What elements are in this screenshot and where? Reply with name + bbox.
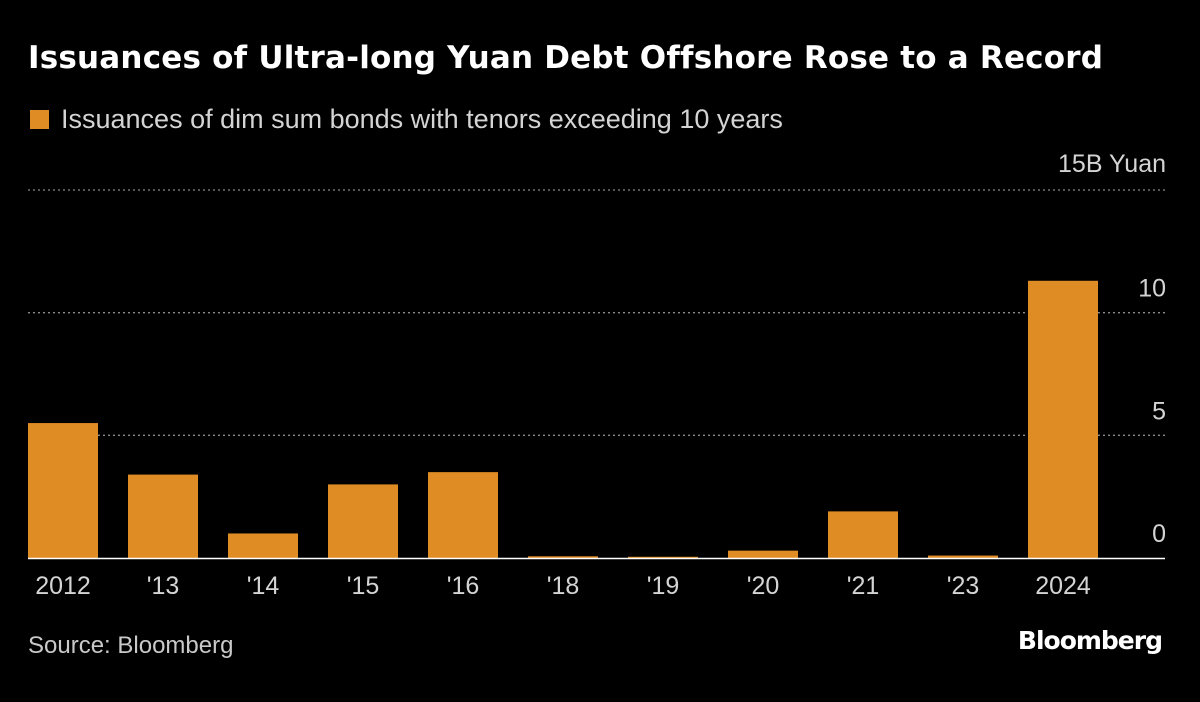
bar (28, 423, 98, 558)
bar (728, 550, 798, 558)
bar (528, 556, 598, 558)
y-tick-label: 10 (1138, 275, 1166, 303)
source-note: Source: Bloomberg (28, 632, 234, 659)
x-tick-label: '16 (447, 572, 480, 600)
bar (928, 555, 998, 558)
x-tick-label: '14 (247, 572, 280, 600)
x-tick-label: '15 (347, 572, 380, 600)
bar (428, 472, 498, 558)
bar (228, 533, 298, 558)
legend: Issuances of dim sum bonds with tenors e… (30, 104, 783, 135)
x-tick-label: 2024 (1035, 572, 1091, 600)
x-tick-label: 2012 (35, 572, 91, 600)
chart-title: Issuances of Ultra-long Yuan Debt Offsho… (28, 40, 1104, 76)
legend-label: Issuances of dim sum bonds with tenors e… (61, 104, 783, 134)
bar (828, 511, 898, 558)
bar (328, 484, 398, 558)
y-tick-label: 15B Yuan (1058, 150, 1166, 178)
x-tick-label: '23 (947, 572, 980, 600)
x-tick-label: '20 (747, 572, 780, 600)
bar (128, 474, 198, 558)
x-tick-label: '13 (147, 572, 180, 600)
x-tick-label: '21 (847, 572, 880, 600)
x-tick-label: '19 (647, 572, 680, 600)
y-tick-label: 5 (1152, 397, 1166, 425)
y-tick-label: 0 (1152, 520, 1166, 548)
x-tick-label: '18 (547, 572, 580, 600)
legend-swatch (30, 110, 49, 129)
bar (628, 556, 698, 558)
bar (1028, 280, 1098, 558)
bloomberg-logo: Bloomberg (1017, 626, 1163, 655)
